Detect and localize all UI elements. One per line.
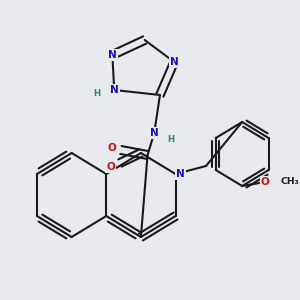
- Text: O: O: [106, 162, 115, 172]
- Text: N: N: [108, 50, 117, 60]
- Text: N: N: [110, 85, 118, 95]
- Text: N: N: [170, 57, 178, 67]
- Text: O: O: [108, 143, 117, 153]
- Text: N: N: [150, 128, 159, 138]
- Text: CH₃: CH₃: [280, 178, 299, 187]
- Text: H: H: [94, 89, 101, 98]
- Text: H: H: [167, 134, 174, 143]
- Text: O: O: [261, 177, 269, 187]
- Text: N: N: [176, 169, 185, 179]
